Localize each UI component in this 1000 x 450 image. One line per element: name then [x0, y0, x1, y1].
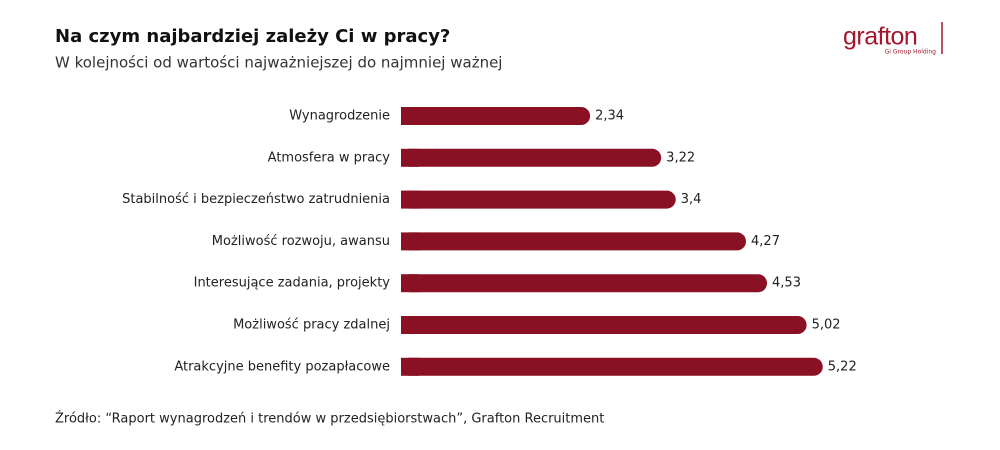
- bar: [401, 274, 768, 293]
- bar: [401, 107, 591, 125]
- bar: [401, 357, 823, 376]
- bar-base: [401, 357, 419, 376]
- bar-base: [401, 232, 419, 251]
- category-label: Możliwość rozwoju, awansu: [212, 234, 390, 249]
- bar: [401, 190, 676, 209]
- chart-subtitle: W kolejności od wartości najważniejszej …: [55, 54, 502, 72]
- bar-base: [401, 190, 419, 209]
- chart-title: Na czym najbardziej zależy Ci w pracy?: [55, 26, 450, 47]
- logo-tagline: Gi Group Holding: [885, 49, 937, 56]
- value-label: 3,22: [666, 150, 695, 165]
- value-label: 3,4: [681, 192, 702, 207]
- value-label: 2,34: [595, 109, 624, 124]
- category-label: Stabilność i bezpieczeństwo zatrudnienia: [122, 192, 390, 207]
- category-label: Wynagrodzenie: [289, 109, 390, 124]
- bar-base: [401, 316, 419, 334]
- category-label: Interesujące zadania, projekty: [194, 276, 391, 291]
- value-label: 4,27: [751, 234, 780, 249]
- category-label: Możliwość pracy zdalnej: [233, 318, 390, 333]
- value-label: 4,53: [772, 276, 801, 291]
- bar: [401, 148, 662, 167]
- source-note: Źródło: “Raport wynagrodzeń i trendów w …: [55, 411, 604, 427]
- bar-base: [401, 107, 419, 125]
- value-label: 5,22: [828, 359, 857, 374]
- category-label: Atmosfera w pracy: [268, 150, 391, 165]
- logo-name: grafton: [843, 23, 917, 51]
- bar-base: [401, 148, 419, 167]
- value-label: 5,02: [812, 318, 841, 333]
- bar-base: [401, 274, 419, 293]
- bar: [401, 316, 807, 334]
- category-label: Atrakcyjne benefity pozapłacowe: [174, 359, 390, 374]
- bar: [401, 232, 747, 251]
